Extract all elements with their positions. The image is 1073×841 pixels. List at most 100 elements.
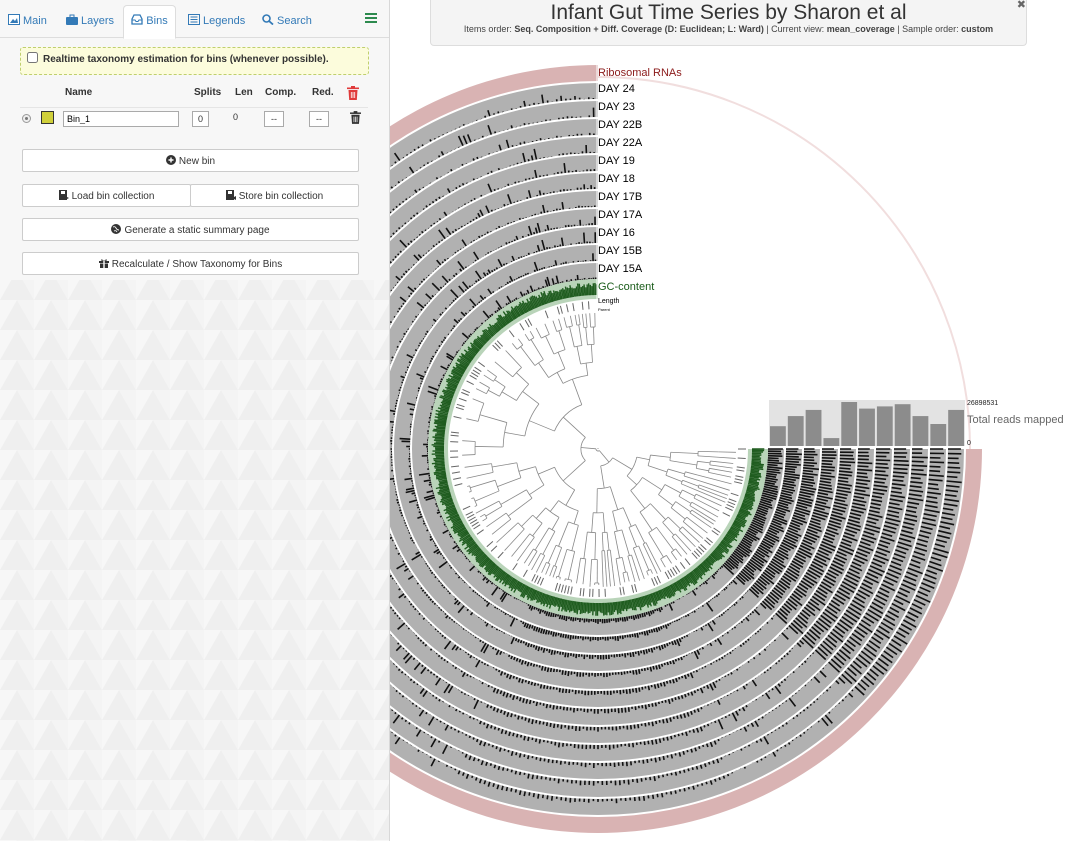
inbox-icon [131,14,143,25]
layer-label-9[interactable]: DAY 16 [598,227,635,239]
bin-splits-count[interactable]: 0 [192,111,209,127]
layer-label-11[interactable]: DAY 15A [598,263,643,275]
sample-order-value: custom [961,24,994,34]
reads-bar-7 [894,404,911,446]
delete-all-bins-icon[interactable] [347,86,359,100]
layer-label-12[interactable]: GC-content [598,281,654,293]
globe-icon [111,224,122,234]
tab-bins-label: Bins [146,15,168,27]
tab-legends-label: Legends [203,15,246,27]
coverage-bars-4 [390,144,910,750]
recalculate-taxonomy-label: Recalculate / Show Taxonomy for Bins [111,259,283,270]
generate-summary-button[interactable]: Generate a static summary page [22,218,359,241]
plus-circle-icon [165,155,176,165]
bin-length-value: 0 [233,112,239,122]
layer-label-2[interactable]: DAY 23 [598,101,635,113]
layer-label-4[interactable]: DAY 22A [598,137,643,149]
reads-bar-8 [912,416,929,446]
reads-bar-0 [770,426,786,446]
coverage-bars-7 [390,201,856,696]
tab-main-label: Main [23,15,47,27]
reads-bar-9 [930,424,947,446]
layer-label-8[interactable]: DAY 17A [598,209,643,221]
layer-label-7[interactable]: DAY 17B [598,191,642,203]
items-order-value: Seq. Composition + Diff. Coverage (D: Eu… [514,24,764,34]
close-icon[interactable]: ✖ [1016,0,1026,11]
reads-bar-2 [805,409,822,446]
coverage-bars-11 [418,274,783,624]
reads-max-label: 26898531 [967,400,999,407]
load-icon [58,190,69,200]
column-header-red: Red. [312,87,334,98]
side-panel: Main Layers Bins Legends Search Realtime… [0,0,390,841]
layer-label-1[interactable]: DAY 24 [598,83,635,95]
background-pattern [0,280,389,841]
new-bin-label: New bin [178,156,216,167]
layer-rings [390,65,982,833]
layer-label-3[interactable]: DAY 22B [598,119,642,131]
bin-select-radio[interactable] [22,114,31,123]
coverage-bars-10 [399,253,802,642]
column-header-len: Len [235,87,253,98]
coverage-ring-6 [390,173,874,725]
layer-label-10[interactable]: DAY 15B [598,245,642,257]
layer-label-5[interactable]: DAY 19 [598,155,635,167]
bin-redundancy-value[interactable]: -- [309,111,329,127]
reads-bar-4 [841,402,858,446]
load-bin-collection-label: Load bin collection [71,191,155,202]
layer-label-0[interactable]: Ribosomal RNAs [598,67,682,79]
coverage-bars-3 [390,132,928,769]
recalculate-taxonomy-button[interactable]: Recalculate / Show Taxonomy for Bins [22,252,359,275]
length-parent-marks [449,301,746,598]
image-icon [8,14,20,25]
store-bin-collection-label: Store bin collection [238,191,324,202]
coverage-ring-5 [390,155,892,743]
tab-main[interactable]: Main [8,6,47,36]
total-reads-mapped-chart: 26898531 0 Total reads mapped [769,400,1069,450]
realtime-taxonomy-label: Realtime taxonomy estimation for bins (w… [43,54,329,65]
tab-layers[interactable]: Layers [66,6,114,36]
coverage-bars-9 [390,232,819,660]
list-icon [188,14,200,25]
realtime-taxonomy-checkbox[interactable] [27,52,38,63]
bin-row: 0 0 -- -- [20,107,368,130]
layer-labels: Ribosomal RNAs DAY 24 DAY 23 DAY 22B DAY 22A… [596,60,682,449]
circular-tree-display[interactable]: Ribosomal RNAs DAY 24 DAY 23 DAY 22B DAY 22A… [390,0,1073,841]
layer-label-14[interactable]: Parent [598,307,611,312]
delete-bin-icon[interactable] [350,111,361,124]
tab-bar: Main Layers Bins Legends Search [0,0,389,39]
view-info: Items order: Seq. Composition + Diff. Co… [431,24,1026,34]
current-view-label: | Current view: [763,24,827,34]
column-header-comp: Comp. [265,87,297,98]
store-bin-collection-button[interactable]: Store bin collection [190,184,359,207]
tab-legends[interactable]: Legends [188,6,245,36]
coverage-bars-1 [391,94,962,804]
reads-bar-3 [823,438,840,446]
dendrogram[interactable] [462,313,736,587]
menu-icon[interactable] [365,13,377,25]
layer-label-13[interactable]: Length [598,298,620,305]
tab-search-label: Search [277,15,312,27]
coverage-bars-2 [390,107,945,786]
bin-name-input[interactable] [63,111,179,127]
column-header-splits: Splits [194,87,222,98]
bin-color-swatch[interactable] [41,111,54,124]
load-bin-collection-button[interactable]: Load bin collection [22,184,191,207]
column-header-name: Name [65,87,93,98]
save-icon [225,190,236,200]
layer-label-6[interactable]: DAY 18 [598,173,635,185]
new-bin-button[interactable]: New bin [22,149,359,172]
reads-bar-5 [859,408,875,446]
reads-chart-label: Total reads mapped [967,414,1064,426]
coverage-bars-6 [390,184,873,714]
realtime-taxonomy-box: Realtime taxonomy estimation for bins (w… [20,47,369,75]
gift-icon [98,259,109,268]
tab-bins[interactable]: Bins [123,5,176,39]
tab-search[interactable]: Search [262,6,312,36]
reads-bar-6 [876,406,893,446]
coverage-bars-8 [390,216,837,678]
bin-completion-value[interactable]: -- [264,111,284,127]
reads-bar-10 [948,409,964,446]
generate-summary-label: Generate a static summary page [124,225,270,236]
search-icon [262,14,274,25]
